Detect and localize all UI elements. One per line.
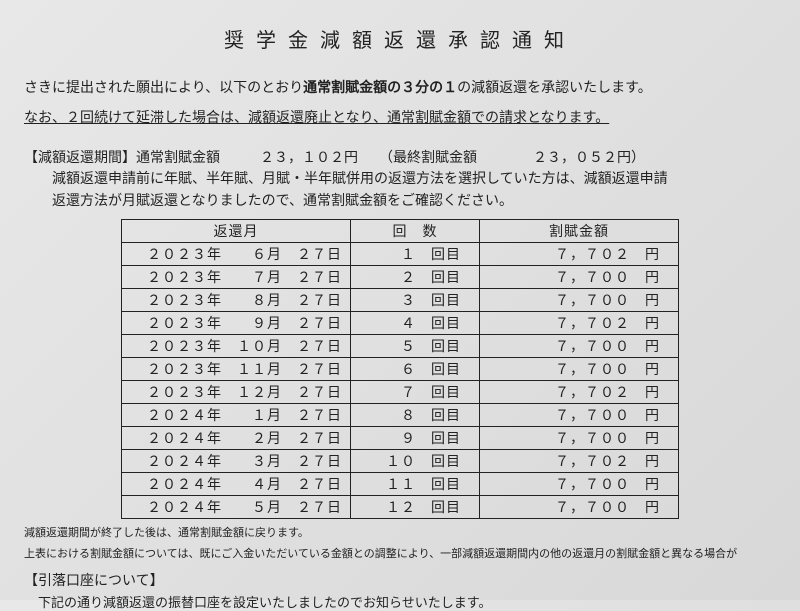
cell-amount: ７，７００ 円 — [480, 358, 679, 381]
cell-date: ２０２４年 ４月 ２７日 — [122, 473, 351, 496]
cell-date: ２０２４年 ３月 ２７日 — [122, 450, 351, 473]
intro-bold: 通常割賦金額の３分の１ — [303, 81, 457, 96]
repayment-table: 返還月 回 数 割賦金額 ２０２３年 ６月 ２７日１ 回目７，７０２ 円２０２３… — [121, 219, 679, 519]
cell-count: １１ 回目 — [351, 473, 480, 496]
cell-count: １２ 回目 — [351, 496, 480, 519]
final-amount: ２３，０５２円） — [533, 151, 645, 166]
cell-count: ２ 回目 — [351, 266, 480, 289]
cell-date: ２０２３年 ６月 ２７日 — [122, 243, 351, 266]
cell-date: ２０２３年 ９月 ２７日 — [122, 312, 351, 335]
cell-date: ２０２３年 １０月 ２７日 — [122, 335, 351, 358]
table-header-row: 返還月 回 数 割賦金額 — [122, 220, 679, 243]
table-row: ２０２３年 ８月 ２７日３ 回目７，７００ 円 — [122, 289, 679, 312]
table-row: ２０２４年 ４月 ２７日１１ 回目７，７００ 円 — [122, 473, 679, 496]
cell-amount: ７，７００ 円 — [480, 427, 679, 450]
cell-amount: ７，７０２ 円 — [480, 312, 679, 335]
cell-count: １ 回目 — [351, 243, 480, 266]
table-row: ２０２３年 ９月 ２７日４ 回目７，７０２ 円 — [122, 312, 679, 335]
cell-date: ２０２３年 １１月 ２７日 — [122, 358, 351, 381]
cell-amount: ７，７０２ 円 — [480, 243, 679, 266]
table-row: ２０２４年 １月 ２７日８ 回目７，７００ 円 — [122, 404, 679, 427]
cell-amount: ７，７０２ 円 — [480, 381, 679, 404]
intro-part1: さきに提出された願出により、以下のとおり — [24, 81, 303, 96]
intro-part2: の減額返還を承認いたします。 — [457, 81, 652, 96]
document-title: 奨学金減額返還承認通知 — [24, 24, 776, 53]
table-row: ２０２３年 ６月 ２７日１ 回目７，７０２ 円 — [122, 243, 679, 266]
table-row: ２０２３年 １２月 ２７日７ 回目７，７０２ 円 — [122, 381, 679, 404]
table-row: ２０２３年 ７月 ２７日２ 回目７，７００ 円 — [122, 266, 679, 289]
description-text: 減額返還申請前に年賦、半年賦、月賦・半年賦併用の返還方法を選択していた方は、減額… — [52, 169, 776, 214]
intro-text: さきに提出された願出により、以下のとおり通常割賦金額の３分の１の減額返還を承認い… — [24, 77, 776, 101]
cell-amount: ７，７００ 円 — [480, 473, 679, 496]
cell-count: １０ 回目 — [351, 450, 480, 473]
cell-amount: ７，７００ 円 — [480, 496, 679, 519]
account-text: 下記の通り減額返還の振替口座を設定いたしましたのでお知らせいたします。 — [38, 592, 776, 611]
cell-amount: ７，７００ 円 — [480, 404, 679, 427]
table-row: ２０２３年 １１月 ２７日６ 回目７，７００ 円 — [122, 358, 679, 381]
final-label: （最終割賦金額 — [386, 151, 477, 166]
note-2: 上表における割賦金額については、既にご入金いただいている金額との調整により、一部… — [24, 546, 776, 563]
cell-count: ３ 回目 — [351, 289, 480, 312]
table-row: ２０２４年 ５月 ２７日１２ 回目７，７００ 円 — [122, 496, 679, 519]
note-1: 減額返還期間が終了した後は、通常割賦金額に戻ります。 — [24, 525, 776, 542]
cell-amount: ７，７００ 円 — [480, 289, 679, 312]
table-row: ２０２４年 ２月 ２７日９ 回目７，７００ 円 — [122, 427, 679, 450]
cell-date: ２０２３年 ８月 ２７日 — [122, 289, 351, 312]
header-amount: 割賦金額 — [480, 220, 679, 243]
cell-date: ２０２３年 ７月 ２７日 — [122, 266, 351, 289]
cell-amount: ７，７００ 円 — [480, 335, 679, 358]
header-date: 返還月 — [122, 220, 351, 243]
warning-line: なお、２回続けて延滞した場合は、減額返還廃止となり、通常割賦金額での請求となりま… — [24, 107, 776, 131]
cell-count: ７ 回目 — [351, 381, 480, 404]
cell-date: ２０２４年 ２月 ２７日 — [122, 427, 351, 450]
cell-count: ５ 回目 — [351, 335, 480, 358]
account-section-header: 【引落口座について】 — [24, 570, 776, 590]
cell-date: ２０２３年 １２月 ２７日 — [122, 381, 351, 404]
cell-amount: ７，７０２ 円 — [480, 450, 679, 473]
cell-count: ４ 回目 — [351, 312, 480, 335]
table-row: ２０２４年 ３月 ２７日１０ 回目７，７０２ 円 — [122, 450, 679, 473]
table-row: ２０２３年 １０月 ２７日５ 回目７，７００ 円 — [122, 335, 679, 358]
period-line: 【減額返還期間】通常割賦金額 ２３，１０２円 （最終割賦金額 ２３，０５２円） — [24, 147, 776, 167]
normal-amount: ２３，１０２円 — [260, 151, 358, 166]
cell-count: ９ 回目 — [351, 427, 480, 450]
header-count: 回 数 — [351, 220, 480, 243]
cell-amount: ７，７００ 円 — [480, 266, 679, 289]
cell-count: ６ 回目 — [351, 358, 480, 381]
period-label: 【減額返還期間】通常割賦金額 — [24, 151, 220, 166]
cell-date: ２０２４年 ５月 ２７日 — [122, 496, 351, 519]
cell-count: ８ 回目 — [351, 404, 480, 427]
cell-date: ２０２４年 １月 ２７日 — [122, 404, 351, 427]
